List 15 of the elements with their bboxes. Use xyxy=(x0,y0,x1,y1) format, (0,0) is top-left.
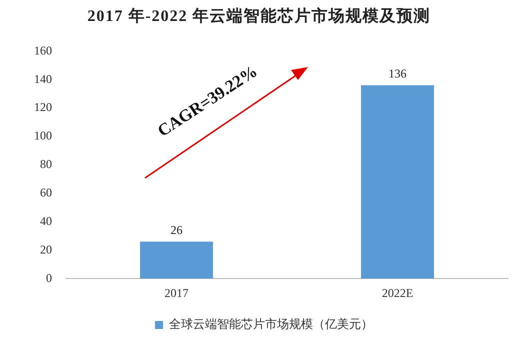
x-tick-label: 2017 xyxy=(164,286,188,300)
y-tick-label: 60 xyxy=(40,185,52,200)
y-tick-label: 100 xyxy=(34,128,52,143)
chart-title: 2017 年-2022 年云端智能芯片市场规模及预测 xyxy=(86,6,432,27)
y-tick-label: 20 xyxy=(40,242,52,256)
data-label: 136 xyxy=(388,66,406,80)
y-tick-label: 0 xyxy=(46,270,52,285)
y-tick-label: 160 xyxy=(34,43,52,58)
x-tick-label: 2022E xyxy=(382,286,414,300)
y-tick-label: 120 xyxy=(34,100,52,114)
legend-label: 全球云端智能芯片市场规模（亿美元） xyxy=(169,317,373,332)
y-tick-label: 80 xyxy=(40,157,52,172)
y-tick-label: 40 xyxy=(40,214,52,228)
y-tick-label: 140 xyxy=(34,72,52,86)
data-label: 26 xyxy=(170,222,182,237)
